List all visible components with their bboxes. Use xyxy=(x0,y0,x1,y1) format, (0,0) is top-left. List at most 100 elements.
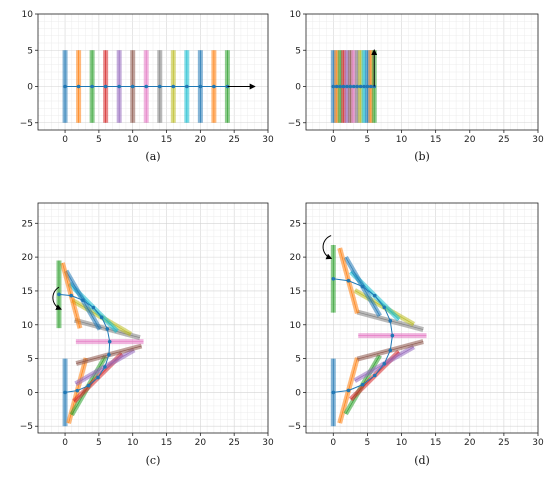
path-point xyxy=(331,84,336,89)
x-tick-label: 20 xyxy=(195,135,207,145)
path-point xyxy=(390,333,395,338)
y-tick-label: 5 xyxy=(295,355,301,365)
y-tick-label: 5 xyxy=(295,46,301,56)
path-point xyxy=(346,388,351,393)
grid xyxy=(37,202,269,434)
y-tick-label: 10 xyxy=(290,10,302,20)
path-point xyxy=(372,293,377,298)
panel-c: 0 5 10 15 20 25 30 −5 0 5 10 15 20 25 (c) xyxy=(20,202,274,467)
path-point xyxy=(331,276,336,281)
path-point xyxy=(91,305,96,310)
path-point xyxy=(185,84,189,89)
path-point xyxy=(90,84,94,89)
y-tick-label: 15 xyxy=(290,287,301,297)
path-point xyxy=(382,305,387,310)
x-tick-label: 10 xyxy=(396,438,408,448)
y-tick-label: 25 xyxy=(290,219,301,229)
path-point xyxy=(105,327,110,331)
grid xyxy=(305,202,539,434)
path-point xyxy=(144,84,149,89)
y-tick-label: 0 xyxy=(27,388,33,398)
path-point xyxy=(362,84,366,89)
x-tick-label: 10 xyxy=(396,135,408,145)
y-tick-label: 0 xyxy=(295,388,301,398)
path-point xyxy=(334,84,339,89)
panel-caption: (b) xyxy=(414,150,430,163)
panel-d: 0 5 10 15 20 25 30 −5 0 5 10 15 20 25 (d) xyxy=(288,202,544,467)
x-tick-label: 30 xyxy=(262,438,274,448)
path-point xyxy=(345,84,349,89)
y-tick-label: 0 xyxy=(27,83,33,93)
x-tick-label: 5 xyxy=(96,438,102,448)
y-tick-label: 10 xyxy=(22,321,34,331)
path-point xyxy=(346,278,351,283)
x-tick-label: 0 xyxy=(62,438,68,448)
grid xyxy=(305,13,539,131)
path-point xyxy=(360,382,365,387)
x-tick-label: 15 xyxy=(430,135,441,145)
path-point xyxy=(355,84,359,89)
x-tick-label: 30 xyxy=(262,135,274,145)
path-point xyxy=(103,365,107,369)
x-tick-label: 10 xyxy=(127,135,139,145)
path-point xyxy=(107,352,111,357)
path-point xyxy=(212,84,216,89)
path-point xyxy=(76,84,81,89)
axes-frame xyxy=(37,13,269,131)
panel-a: 0 5 10 15 20 25 30 −5 0 5 10 (a) xyxy=(20,10,274,163)
y-tick-label: 10 xyxy=(22,10,34,20)
x-tick-label: 5 xyxy=(96,135,102,145)
path-point xyxy=(107,339,112,344)
path-point xyxy=(75,388,80,393)
x-tick-label: 15 xyxy=(161,438,172,448)
rotation-arrow xyxy=(322,235,333,260)
x-tick-label: 15 xyxy=(161,135,172,145)
path-point xyxy=(360,284,365,289)
path-point xyxy=(63,390,67,395)
x-tick-label: 20 xyxy=(464,438,476,448)
path-point xyxy=(358,84,363,89)
y-tick-label: −5 xyxy=(20,119,33,129)
path-point xyxy=(382,361,387,366)
x-tick-label: 20 xyxy=(464,135,476,145)
path-point xyxy=(341,84,346,89)
axes-frame xyxy=(305,202,539,434)
y-tick-label: 5 xyxy=(27,355,33,365)
y-tick-label: 20 xyxy=(22,253,34,263)
path-point xyxy=(96,375,100,380)
x-tick-label: 25 xyxy=(228,135,239,145)
y-tick-label: 25 xyxy=(22,219,33,229)
y-tick-label: −5 xyxy=(288,119,301,129)
y-tick-label: −5 xyxy=(20,422,33,432)
axes-frame xyxy=(305,13,539,131)
x-tick-label: 25 xyxy=(498,135,509,145)
path-point xyxy=(348,84,353,89)
path-point xyxy=(331,390,336,395)
path-point xyxy=(388,319,393,323)
path-point xyxy=(388,348,393,353)
x-tick-label: 25 xyxy=(228,438,239,448)
x-tick-label: 30 xyxy=(532,438,544,448)
path-point xyxy=(171,84,176,89)
x-tick-label: 20 xyxy=(195,438,207,448)
y-tick-label: 20 xyxy=(290,253,302,263)
x-tick-label: 0 xyxy=(62,135,68,145)
x-tick-label: 25 xyxy=(498,438,509,448)
path-point xyxy=(365,84,370,89)
y-tick-label: 0 xyxy=(295,83,301,93)
y-tick-label: 10 xyxy=(290,321,302,331)
y-tick-label: 15 xyxy=(22,287,33,297)
path-point xyxy=(351,84,356,89)
panel-caption: (d) xyxy=(414,454,430,467)
x-tick-label: 0 xyxy=(330,438,336,448)
x-tick-label: 15 xyxy=(430,438,441,448)
path-point xyxy=(157,84,162,89)
axes-frame xyxy=(37,202,269,434)
path-point xyxy=(81,298,85,302)
path-point xyxy=(130,84,135,89)
path-point xyxy=(63,84,67,89)
x-tick-label: 10 xyxy=(127,438,139,448)
y-tick-label: −5 xyxy=(288,422,301,432)
path-point xyxy=(103,84,108,89)
